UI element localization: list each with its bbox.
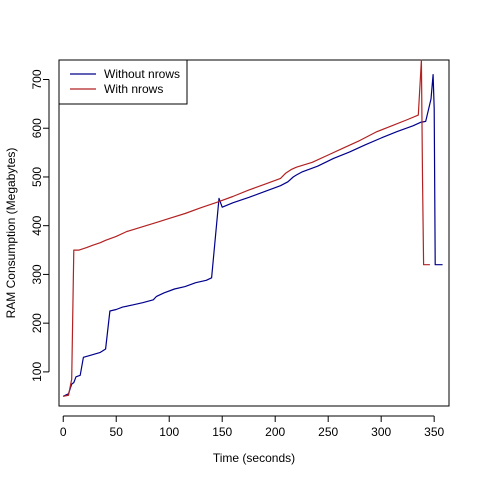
y-axis: 100 200 300 400 500 600 700 bbox=[30, 69, 50, 382]
y-tick-label: 300 bbox=[30, 264, 44, 284]
x-tick-label: 0 bbox=[60, 425, 67, 439]
y-tick-label: 400 bbox=[30, 215, 44, 235]
y-tick-label: 100 bbox=[30, 362, 44, 382]
y-tick-label: 500 bbox=[30, 167, 44, 187]
series-line-with-nrows bbox=[63, 59, 430, 397]
x-tick-label: 300 bbox=[371, 425, 391, 439]
plot-frame bbox=[58, 59, 450, 407]
x-axis-label: Time (seconds) bbox=[213, 451, 295, 465]
legend-label: With nrows bbox=[104, 82, 163, 96]
x-tick-label: 250 bbox=[318, 425, 338, 439]
x-tick-label: 150 bbox=[212, 425, 232, 439]
y-axis-label: RAM Consumption (Megabytes) bbox=[4, 148, 18, 319]
legend-label: Without nrows bbox=[104, 67, 180, 81]
y-tick-label: 600 bbox=[30, 118, 44, 138]
y-tick-label: 200 bbox=[30, 313, 44, 333]
x-tick-label: 350 bbox=[424, 425, 444, 439]
x-tick-label: 50 bbox=[110, 425, 124, 439]
y-tick-label: 700 bbox=[30, 69, 44, 89]
series-layer bbox=[62, 59, 443, 397]
x-tick-label: 100 bbox=[159, 425, 179, 439]
x-tick-label: 200 bbox=[265, 425, 285, 439]
series-line-without-nrows bbox=[62, 73, 443, 397]
legend-box bbox=[58, 59, 188, 105]
x-axis: 0 50 100 150 200 250 300 350 bbox=[60, 415, 444, 439]
